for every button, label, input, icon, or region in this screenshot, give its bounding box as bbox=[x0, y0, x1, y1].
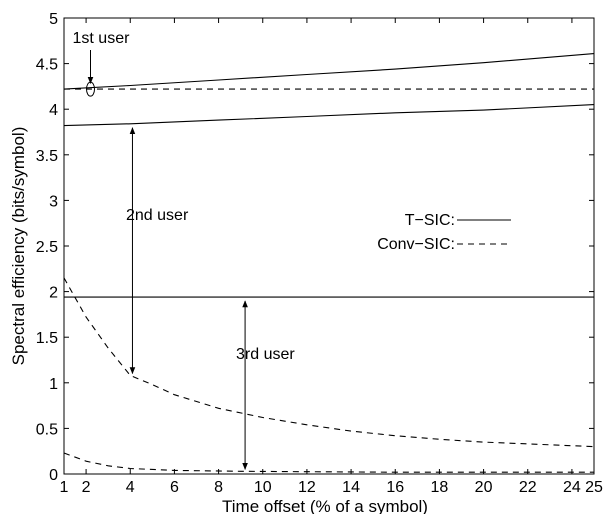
ticks-layer: 1 2 4 6 8 10 12 14 16 18 20 22 24 2500.511.522.533.54… bbox=[36, 11, 603, 496]
x-tick-label: 2 bbox=[82, 479, 91, 496]
x-tick-label: 25 bbox=[585, 479, 603, 496]
x-tick-label: 22 bbox=[519, 479, 537, 496]
y-tick-label: 5 bbox=[49, 11, 58, 28]
y-tick-label: 2 bbox=[49, 285, 58, 302]
legend: T−SIC: Conv−SIC: bbox=[377, 212, 511, 253]
x-tick-label: 16 bbox=[386, 479, 404, 496]
x-tick-label: 20 bbox=[475, 479, 493, 496]
y-tick-label: 1 bbox=[49, 376, 58, 393]
y-tick-label: 3 bbox=[49, 193, 58, 210]
y-tick-label: 4 bbox=[49, 102, 58, 119]
y-axis-label: Spectral efficiency (bits/symbol) bbox=[9, 127, 28, 366]
legend-label-convsic: Conv−SIC: bbox=[377, 236, 455, 253]
x-tick-label: 14 bbox=[342, 479, 360, 496]
series-line-t-sic-1st-user bbox=[63, 53, 595, 90]
x-tick-label: 8 bbox=[214, 479, 223, 496]
x-tick-label: 4 bbox=[126, 479, 135, 496]
y-tick-label: 0 bbox=[49, 467, 58, 484]
legend-label-tsic: T−SIC: bbox=[405, 212, 455, 229]
y-tick-label: 3.5 bbox=[36, 148, 58, 165]
annotation-2nd-user: 2nd user bbox=[126, 207, 189, 224]
series-layer bbox=[63, 53, 595, 473]
x-tick-label: 10 bbox=[254, 479, 272, 496]
x-tick-label: 18 bbox=[431, 479, 449, 496]
annotation-ellipse-1st-user bbox=[86, 81, 95, 97]
series-line-conv-sic-3rd-user bbox=[63, 452, 594, 473]
x-axis-label: Time offset (% of a symbol) bbox=[222, 497, 428, 514]
y-tick-label: 4.5 bbox=[36, 57, 58, 74]
x-tick-label: 24 bbox=[563, 479, 581, 496]
y-tick-label: 0.5 bbox=[36, 421, 58, 438]
x-tick-label: 12 bbox=[298, 479, 316, 496]
annotation-layer: 1st user 2nd user 3rd user bbox=[73, 30, 295, 470]
x-tick-label: 6 bbox=[170, 479, 179, 496]
annotation-1st-user: 1st user bbox=[73, 30, 131, 47]
x-tick-label: 1 bbox=[60, 479, 69, 496]
annotation-3rd-user: 3rd user bbox=[236, 346, 295, 363]
y-tick-label: 1.5 bbox=[36, 330, 58, 347]
series-line-conv-sic-2nd-user bbox=[63, 277, 595, 448]
plot-frame bbox=[63, 17, 595, 475]
series-line-t-sic-2nd-user bbox=[63, 104, 595, 127]
y-tick-label: 2.5 bbox=[36, 239, 58, 256]
